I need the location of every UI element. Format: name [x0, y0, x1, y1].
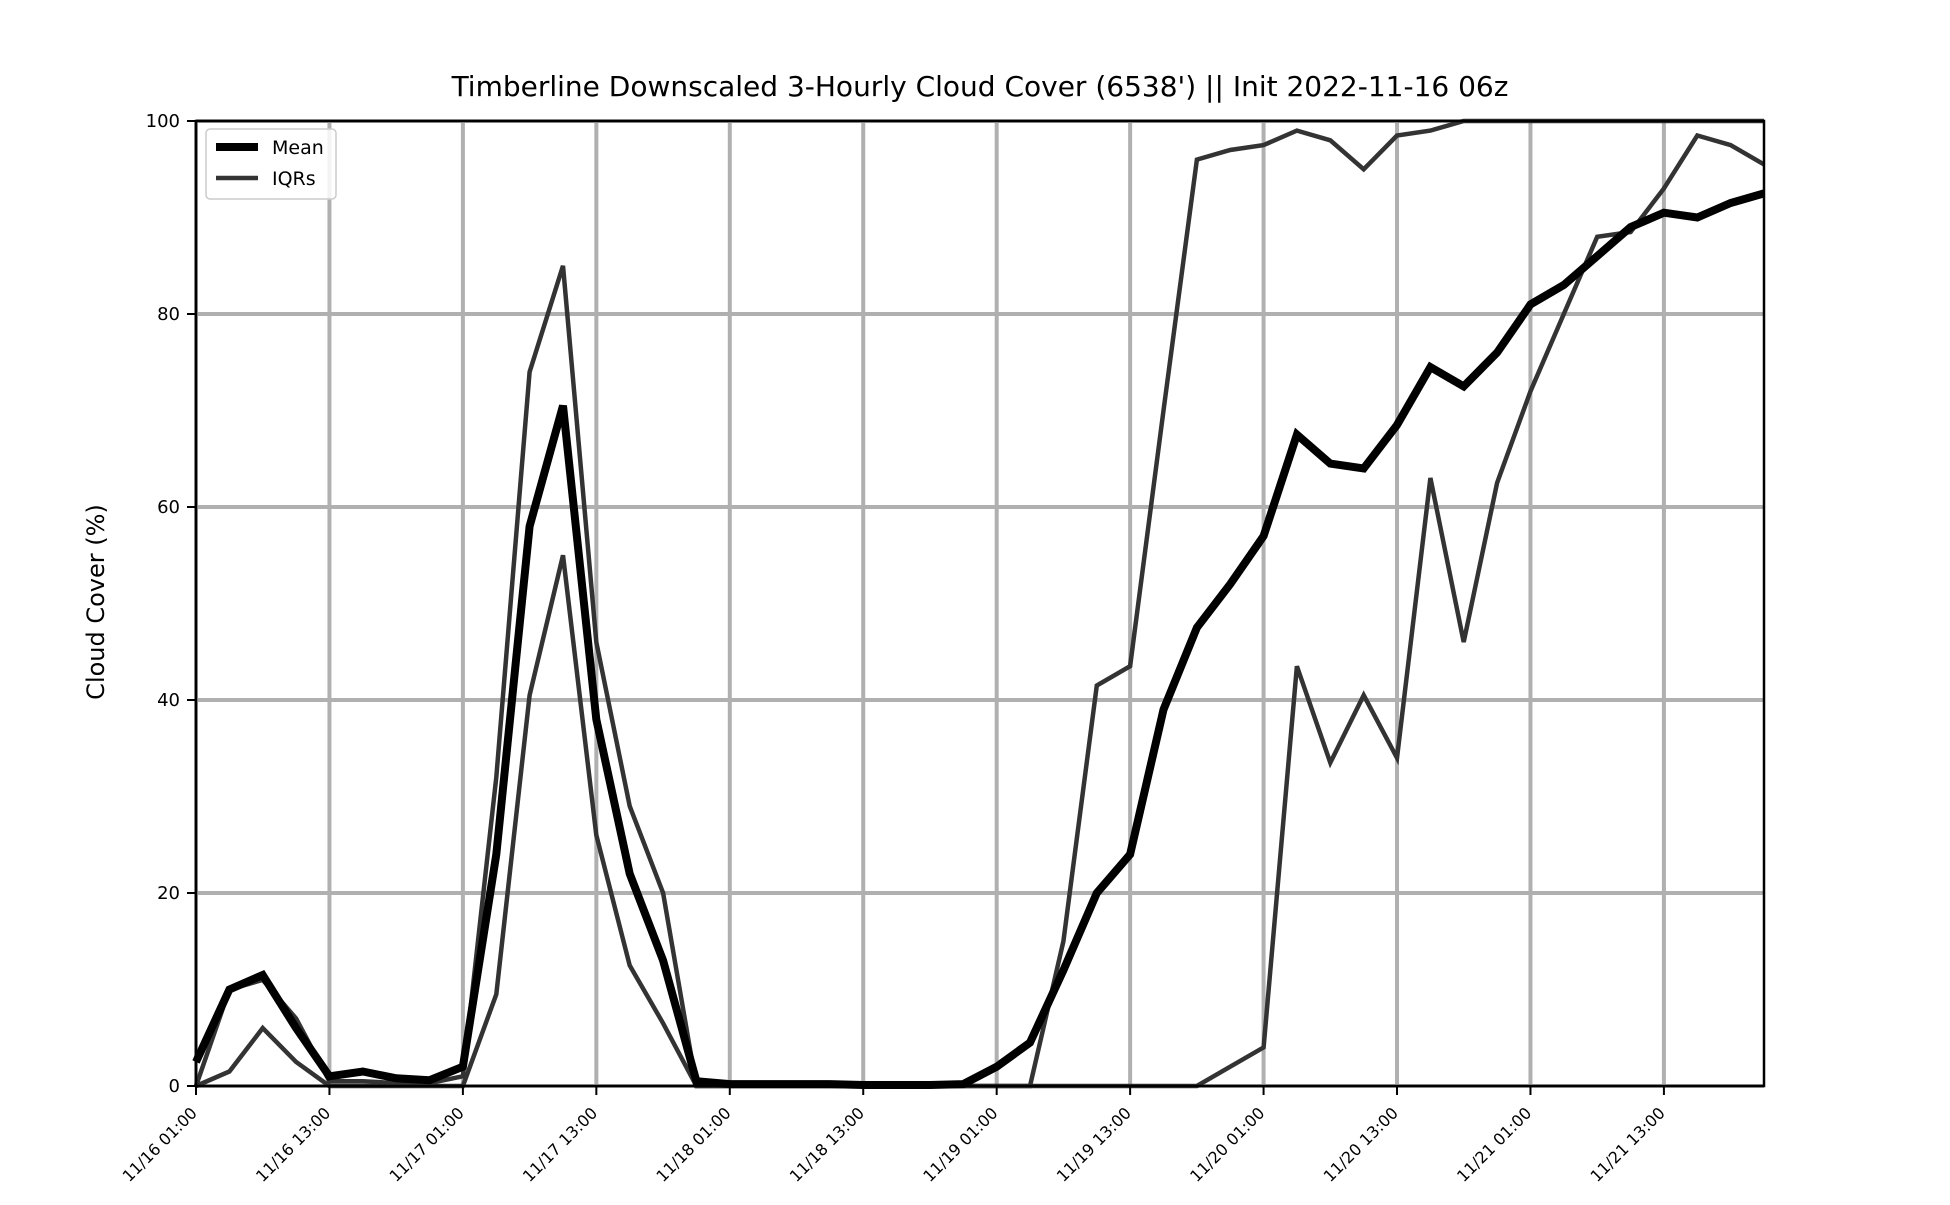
legend: Mean IQRs — [205, 128, 337, 200]
series-line-mean — [192, 189, 1766, 1089]
x-tick-label: 11/21 13:00 — [1586, 1103, 1668, 1185]
y-tick-label: 60 — [157, 497, 180, 518]
axes: 0 20 40 60 80 100 11/16 01:00 11/16 13:00 11/17 … — [119, 111, 1766, 1186]
y-tick-label: 80 — [157, 304, 180, 325]
x-tick-label: 11/19 01:00 — [919, 1103, 1001, 1185]
y-tick-label: 0 — [169, 1076, 180, 1097]
x-tick-label: 11/20 13:00 — [1320, 1103, 1402, 1185]
y-tick-label: 20 — [157, 883, 180, 904]
x-tick-label: 11/18 01:00 — [652, 1103, 734, 1185]
y-tick-label: 100 — [146, 111, 180, 132]
legend-label: Mean — [272, 137, 324, 159]
x-tick-label: 11/17 01:00 — [385, 1103, 467, 1185]
legend-label: IQRs — [272, 168, 316, 190]
x-tick-label: 11/16 01:00 — [119, 1103, 201, 1185]
x-tick-label: 11/17 13:00 — [519, 1103, 601, 1185]
x-tick-label: 11/20 01:00 — [1186, 1103, 1268, 1185]
y-axis-label: Cloud Cover (%) — [82, 504, 110, 700]
x-tick-label: 11/19 13:00 — [1053, 1103, 1135, 1185]
x-tick-label: 11/16 13:00 — [252, 1103, 334, 1185]
grid-lines — [194, 119, 1764, 1088]
x-tick-label: 11/21 01:00 — [1453, 1103, 1535, 1185]
chart-title: Timberline Downscaled 3-Hourly Cloud Cov… — [451, 70, 1509, 103]
plot-frame — [194, 119, 1766, 1088]
y-tick-label: 40 — [157, 690, 180, 711]
x-tick-label: 11/18 13:00 — [786, 1103, 868, 1185]
